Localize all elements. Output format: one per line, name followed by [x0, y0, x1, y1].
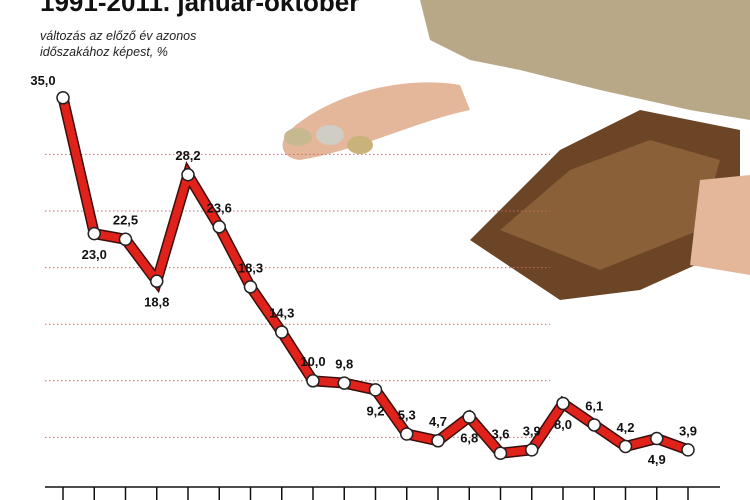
- data-label: 9,8: [335, 357, 353, 372]
- data-label: 10,0: [300, 354, 325, 369]
- point: [87, 226, 101, 241]
- point: [618, 439, 633, 454]
- subtitle-text: időszakához képest, %: [40, 45, 168, 59]
- point: [212, 220, 226, 234]
- data-label: 23,6: [207, 200, 232, 215]
- data-label: 18,8: [144, 295, 169, 310]
- chart-subtitle: változás az előző év azonos időszakához …: [40, 29, 200, 59]
- point: [243, 280, 258, 294]
- point: [400, 427, 414, 441]
- data-label: 4,9: [648, 452, 666, 467]
- data-label: 35,0: [30, 73, 55, 88]
- point: [368, 383, 383, 397]
- point: [587, 418, 601, 432]
- data-label: 4,7: [429, 414, 447, 429]
- subtitle-text: változás az előző év azonos: [40, 29, 196, 43]
- data-label: 3,9: [679, 423, 697, 438]
- data-label: 18,3: [238, 260, 263, 275]
- data-label: 6,8: [460, 430, 478, 445]
- point: [150, 274, 164, 288]
- illustration: [282, 0, 750, 300]
- point: [462, 410, 476, 424]
- point: [681, 443, 695, 457]
- data-label: 8,0: [554, 417, 572, 432]
- point: [275, 325, 289, 339]
- data-label: 28,2: [175, 148, 200, 163]
- point: [56, 91, 70, 105]
- data-label: 6,1: [585, 398, 603, 413]
- data-label: 23,0: [82, 247, 107, 262]
- data-label: 14,3: [269, 306, 294, 321]
- point: [556, 396, 570, 411]
- point: [650, 431, 664, 446]
- data-label: 4,2: [616, 420, 634, 435]
- data-label: 22,5: [113, 213, 138, 228]
- data-label: 9,2: [366, 403, 384, 418]
- point: [118, 232, 133, 247]
- data-label: 3,9: [523, 423, 541, 438]
- point: [306, 374, 320, 388]
- data-label: 3,6: [491, 427, 509, 442]
- point: [337, 376, 351, 390]
- point: [431, 434, 445, 448]
- point: [493, 446, 508, 460]
- chart-title: 1991-2011. január-október: [40, 0, 359, 17]
- point: [181, 168, 195, 182]
- data-label: 5,3: [398, 407, 416, 422]
- point: [525, 443, 539, 457]
